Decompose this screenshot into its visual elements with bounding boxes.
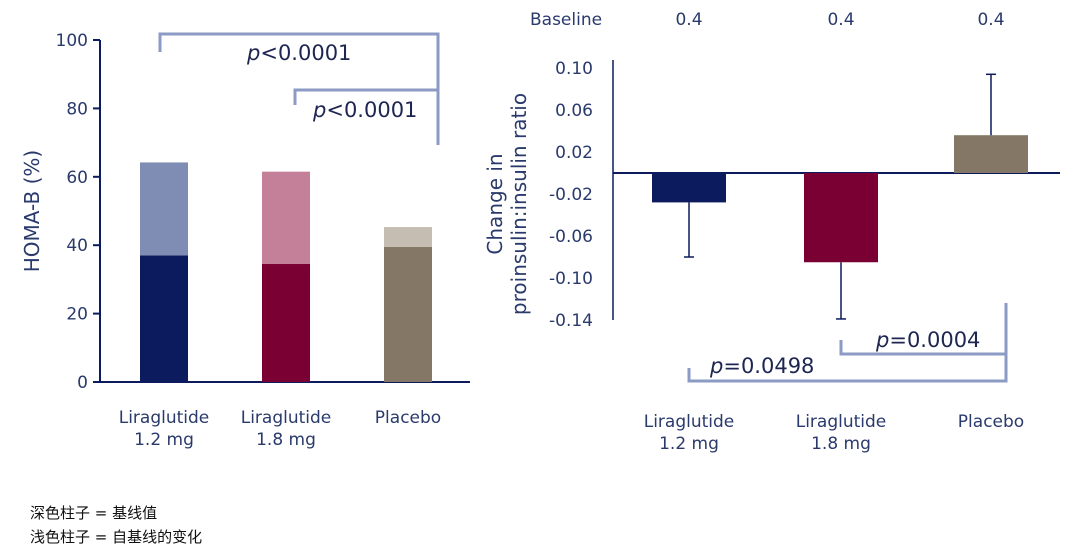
bar-change — [384, 227, 432, 247]
significance-bracket — [839, 303, 1008, 356]
y-tick-label: 0.10 — [555, 59, 593, 79]
y-tick-label: 0.02 — [555, 143, 593, 163]
p-value-label: p<0.0001 — [312, 98, 417, 122]
bar-ratio — [954, 135, 1028, 173]
p-value-label: p=0.0004 — [875, 328, 980, 352]
y-tick-label: 20 — [66, 305, 88, 325]
x-tick-label: Liraglutide 1.8 mg — [796, 412, 887, 454]
y-tick-label: -0.02 — [549, 185, 593, 205]
bar-change — [140, 162, 188, 256]
y-tick-label: -0.10 — [549, 269, 593, 289]
y-tick-label: 0 — [77, 373, 88, 393]
legend-dark-bars: 深色柱子 = 基线值 — [30, 504, 158, 522]
y-tick-label: 40 — [66, 236, 88, 256]
bar-baseline — [140, 255, 188, 382]
x-tick-label: Liraglutide 1.8 mg — [241, 408, 332, 450]
x-tick-label: Liraglutide 1.2 mg — [119, 408, 210, 450]
legend-light-bars: 浅色柱子 = 自基线的变化 — [30, 528, 203, 546]
y-axis-label-homa: HOMA-B (%) — [20, 150, 44, 272]
y-tick-label: 100 — [56, 31, 88, 51]
y-tick-label: 60 — [66, 168, 88, 188]
baseline-value: 0.4 — [977, 10, 1004, 30]
y-tick-label: 0.06 — [555, 101, 593, 121]
y-tick-label: 80 — [66, 99, 88, 119]
y-axis-label-ratio: Change inproinsulin:insulin ratio — [483, 93, 531, 315]
bar-baseline — [384, 246, 432, 382]
x-tick-label: Placebo — [375, 408, 441, 428]
significance-bracket — [293, 88, 440, 145]
baseline-value: 0.4 — [675, 10, 702, 30]
baseline-label: Baseline — [530, 10, 602, 30]
baseline-value: 0.4 — [827, 10, 854, 30]
bar-baseline — [262, 264, 310, 382]
bar-ratio — [652, 173, 726, 203]
bar-ratio — [804, 173, 878, 263]
x-tick-label: Liraglutide 1.2 mg — [644, 412, 735, 454]
y-tick-label: -0.06 — [549, 227, 593, 247]
x-tick-label: Placebo — [958, 412, 1024, 432]
p-value-label: p=0.0498 — [709, 354, 814, 378]
y-tick-label: -0.14 — [549, 311, 593, 331]
p-value-label: p<0.0001 — [246, 41, 351, 65]
bar-change — [262, 171, 310, 265]
